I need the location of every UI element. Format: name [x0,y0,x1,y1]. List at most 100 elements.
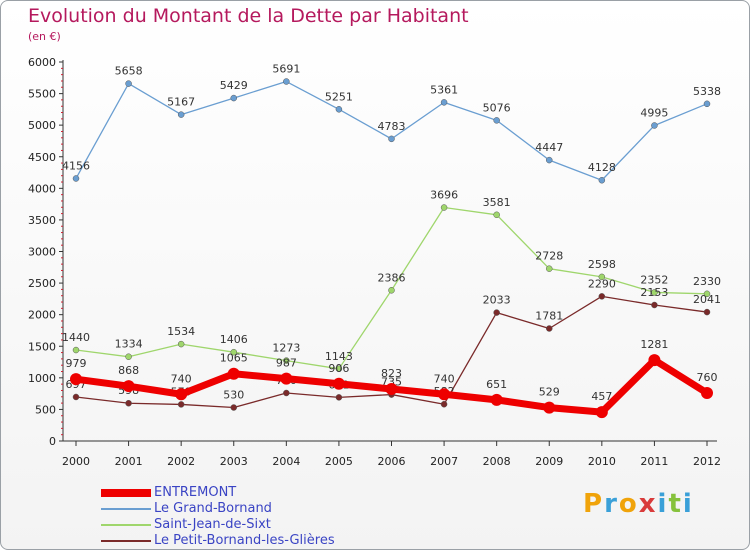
data-label: 4783 [378,120,406,133]
data-point [703,308,711,316]
legend-label: ENTREMONT [154,485,237,500]
data-label: 4128 [588,161,616,174]
y-tick-label: 5500 [28,88,56,101]
data-label: 740 [434,372,455,385]
data-point [546,325,553,332]
data-point [230,94,237,102]
legend-label: Saint-Jean-de-Sixt [154,517,271,532]
legend-label: Le Petit-Bornand-les-Glières [154,533,335,548]
data-point [440,99,448,106]
x-tick-label: 2005 [325,455,353,468]
data-label: 2386 [378,271,406,284]
y-tick-label: 1500 [28,340,56,353]
data-point [283,78,290,85]
data-label: 987 [276,357,297,370]
data-point [122,380,135,393]
data-label: 1406 [220,333,248,346]
x-tick-label: 2007 [430,455,458,468]
data-label: 457 [591,390,612,403]
x-tick-label: 2010 [588,455,616,468]
data-point [230,404,237,411]
data-point [125,80,132,87]
data-label: 5691 [272,63,300,76]
data-point [125,353,132,360]
logo-letter: x [638,489,658,519]
data-point [440,400,448,408]
logo-letter: t [668,489,683,519]
data-label: 1281 [640,338,668,351]
x-tick-label: 2012 [693,455,721,468]
data-point [385,383,398,396]
legend-swatch [101,540,151,542]
data-point [546,156,553,164]
data-label: 1781 [535,310,563,323]
x-tick-label: 2004 [272,455,300,468]
data-label: 2153 [640,286,668,299]
x-tick-label: 2006 [378,455,406,468]
x-tick-label: 2008 [483,455,511,468]
data-label: 1440 [62,331,90,344]
data-label: 5251 [325,90,353,103]
data-point [332,377,345,390]
data-label: 2598 [588,258,616,271]
data-label: 5076 [483,101,511,114]
chart-title: Evolution du Montant de la Dette par Hab… [28,5,469,27]
data-point [493,117,500,124]
data-point [175,388,188,401]
proxiti-logo: Proxiti [583,489,694,519]
logo-letter: P [583,489,605,519]
data-point [598,176,606,184]
chart-subtitle: (en €) [28,30,61,43]
data-point [177,340,185,348]
legend-swatch [101,508,151,510]
data-label: 5361 [430,83,458,96]
data-point [283,357,290,364]
data-point [388,287,395,294]
data-label: 1273 [272,342,300,355]
data-label: 760 [697,371,718,384]
data-label: 823 [381,367,402,380]
data-point [493,211,500,219]
data-point [177,111,185,118]
data-point [543,401,556,414]
data-label: 5658 [115,65,143,78]
logo-letter: r [604,489,619,519]
data-point [651,289,658,296]
data-point [598,273,606,281]
data-label: 5429 [220,79,248,92]
y-tick-label: 2500 [28,277,56,290]
data-label: 2352 [640,273,668,286]
logo-letter: i [682,489,694,519]
y-tick-label: 3000 [28,246,56,259]
x-tick-label: 2003 [220,455,248,468]
data-label: 3696 [430,189,458,202]
data-label: 2290 [588,277,616,290]
data-point [546,265,553,272]
data-label: 4995 [640,106,668,119]
data-label: 740 [171,372,192,385]
y-tick-label: 3500 [28,214,56,227]
data-label: 1334 [115,338,143,351]
logo-letter: i [657,489,669,519]
data-point [438,388,451,401]
legend-swatch [101,524,151,526]
x-tick-label: 2011 [640,455,668,468]
data-label: 979 [66,357,87,370]
y-tick-label: 6000 [28,56,56,69]
data-point [651,122,658,129]
data-point [388,135,395,143]
data-point [703,100,711,108]
y-tick-label: 4500 [28,151,56,164]
y-tick-label: 1000 [28,372,56,385]
data-label: 651 [486,378,507,391]
data-label: 5167 [167,96,195,109]
data-label: 5338 [693,85,721,98]
data-label: 1534 [167,325,195,338]
data-point [595,406,608,419]
data-label: 2728 [535,250,563,263]
data-label: 530 [223,389,244,402]
legend-swatch [101,489,151,497]
y-tick-label: 5000 [28,119,56,132]
y-tick-label: 4000 [28,182,56,195]
